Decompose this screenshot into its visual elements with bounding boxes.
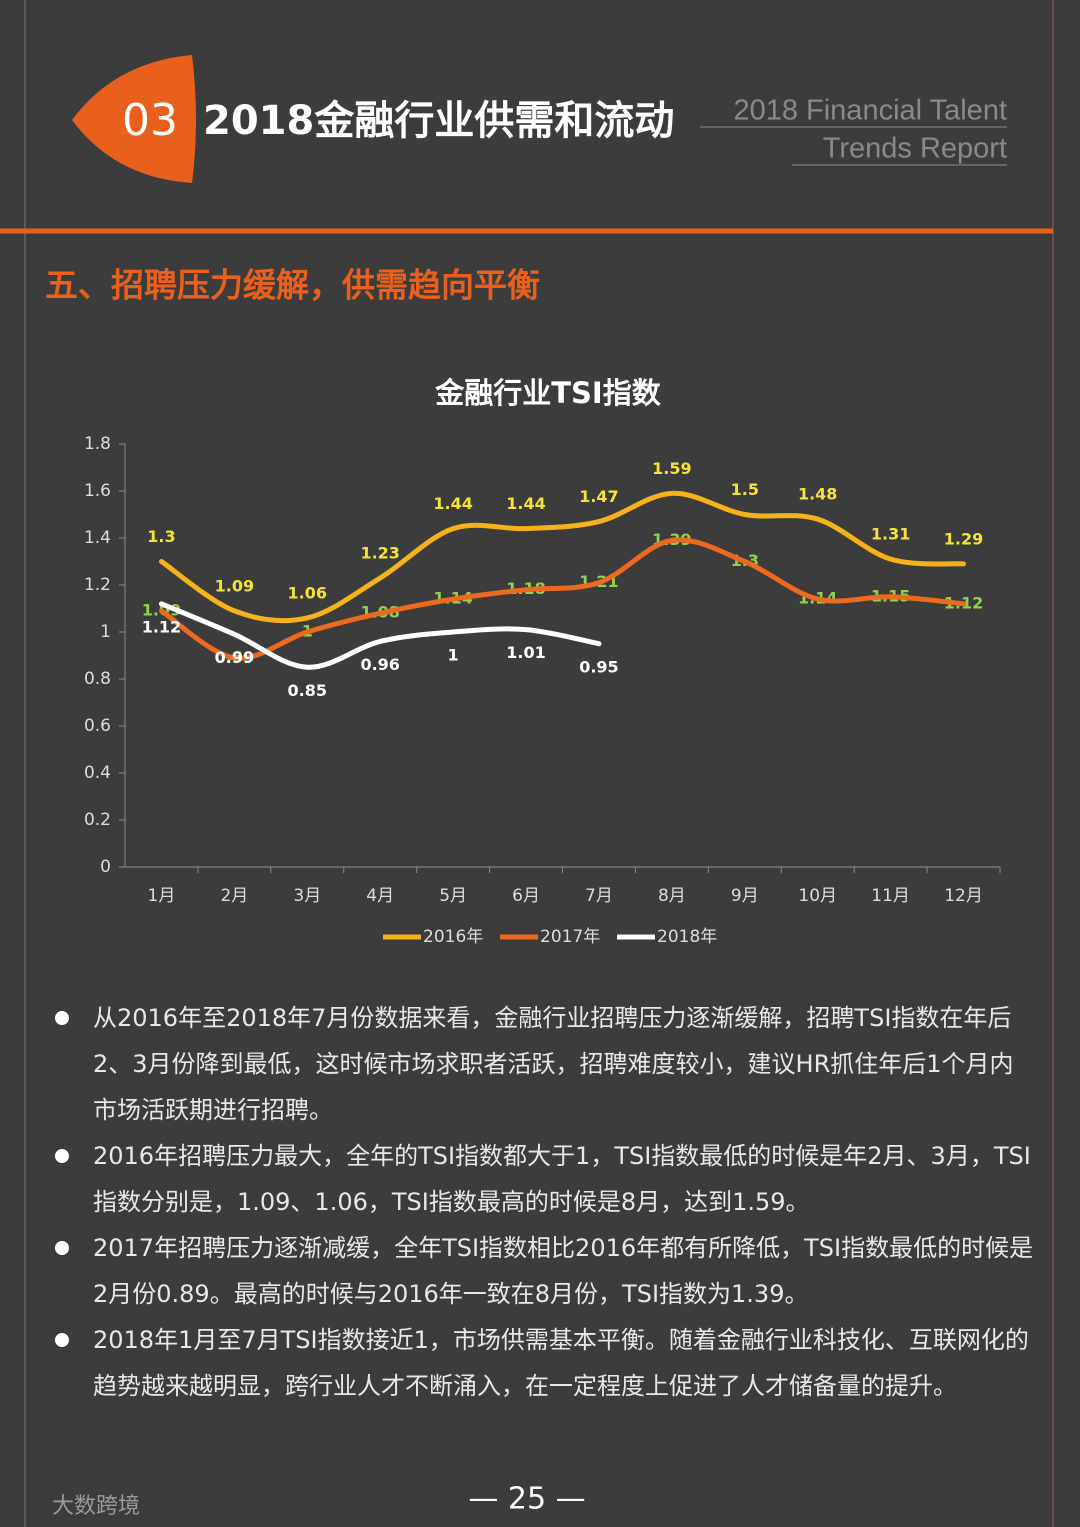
- y-tick-label: 0.6: [84, 716, 111, 736]
- x-tick-label: 4月: [366, 886, 394, 906]
- x-tick-label: 12月: [944, 886, 983, 906]
- y-tick-label: 1.6: [84, 481, 111, 501]
- data-label: 0.99: [215, 648, 254, 667]
- data-label: 0.96: [360, 655, 399, 674]
- header-number: 03: [122, 95, 178, 146]
- data-label: 1.06: [288, 583, 327, 602]
- header-badge: [72, 55, 196, 183]
- x-tick-label: 11月: [871, 886, 910, 906]
- data-label: 1.3: [147, 527, 175, 546]
- data-label: 1.29: [944, 529, 983, 548]
- y-tick-label: 1.8: [84, 434, 111, 454]
- data-label: 1: [448, 646, 459, 665]
- data-label: 1.31: [871, 525, 910, 544]
- y-tick-label: 0.2: [84, 810, 111, 830]
- page-number: — 25 —: [468, 1482, 585, 1517]
- data-label: 1.23: [360, 543, 399, 562]
- data-label: 1.09: [215, 576, 254, 595]
- data-label: 1.47: [579, 487, 618, 506]
- x-tick-label: 7月: [585, 886, 613, 906]
- data-label: 1.5: [731, 480, 759, 499]
- x-tick-label: 8月: [658, 886, 686, 906]
- data-label: 1.48: [798, 485, 837, 504]
- bullet: 2016年招聘压力最大，全年的TSI指数都大于1，TSI指数最低的时候是年2月、…: [50, 1133, 1035, 1225]
- x-tick-label: 2月: [220, 886, 248, 906]
- data-label: 0.85: [288, 681, 327, 700]
- data-label: 1.12: [142, 617, 181, 636]
- watermark: 大数跨境: [52, 1494, 140, 1519]
- bullet: 2017年招聘压力逐渐减缓，全年TSI指数相比2016年都有所降低，TSI指数最…: [50, 1225, 1035, 1317]
- header-subtitle: 2018 Financial Talent: [733, 95, 1007, 127]
- x-tick-label: 6月: [512, 886, 540, 906]
- series-line: [158, 490, 967, 624]
- bullet-list: 从2016年至2018年7月份数据来看，金融行业招聘压力逐渐缓解，招聘TSI指数…: [50, 995, 1035, 1409]
- y-tick-label: 1: [100, 622, 111, 642]
- x-tick-label: 1月: [148, 886, 176, 906]
- header-subtitle: Trends Report: [823, 133, 1007, 165]
- legend-label: 2017年: [540, 927, 600, 947]
- section-heading: 五、招聘压力缓解，供需趋向平衡: [45, 266, 540, 305]
- y-tick-label: 0.8: [84, 669, 111, 689]
- y-tick-label: 0.4: [84, 763, 111, 783]
- bullet: 从2016年至2018年7月份数据来看，金融行业招聘压力逐渐缓解，招聘TSI指数…: [50, 995, 1035, 1133]
- y-tick-label: 1.4: [84, 528, 111, 548]
- data-label: 1.59: [652, 459, 691, 478]
- header-title: 2018金融行业供需和流动: [203, 98, 674, 144]
- legend-label: 2018年: [657, 927, 717, 947]
- data-label: 1.44: [506, 494, 545, 513]
- y-tick-label: 1.2: [84, 575, 111, 595]
- x-tick-label: 9月: [731, 886, 759, 906]
- legend-label: 2016年: [423, 927, 483, 947]
- data-label: 1.01: [506, 643, 545, 662]
- data-label: 1.44: [433, 494, 472, 513]
- x-tick-label: 5月: [439, 886, 467, 906]
- y-tick-label: 0: [100, 857, 111, 877]
- x-tick-label: 3月: [293, 886, 321, 906]
- chart: 0 0.2 0.4 0.6 0.8 1 1.2 1.4 1.6 1.8 1月 2月 3月 4月 5月 6月 7月…: [84, 434, 1001, 947]
- chart-title: 金融行业TSI指数: [434, 376, 661, 410]
- series-line: [158, 601, 602, 670]
- data-label: 0.95: [579, 657, 618, 676]
- series-line: [158, 537, 967, 661]
- x-tick-label: 10月: [798, 886, 837, 906]
- bullet: 2018年1月至7月TSI指数接近1，市场供需基本平衡。随着金融行业科技化、互联…: [50, 1317, 1035, 1409]
